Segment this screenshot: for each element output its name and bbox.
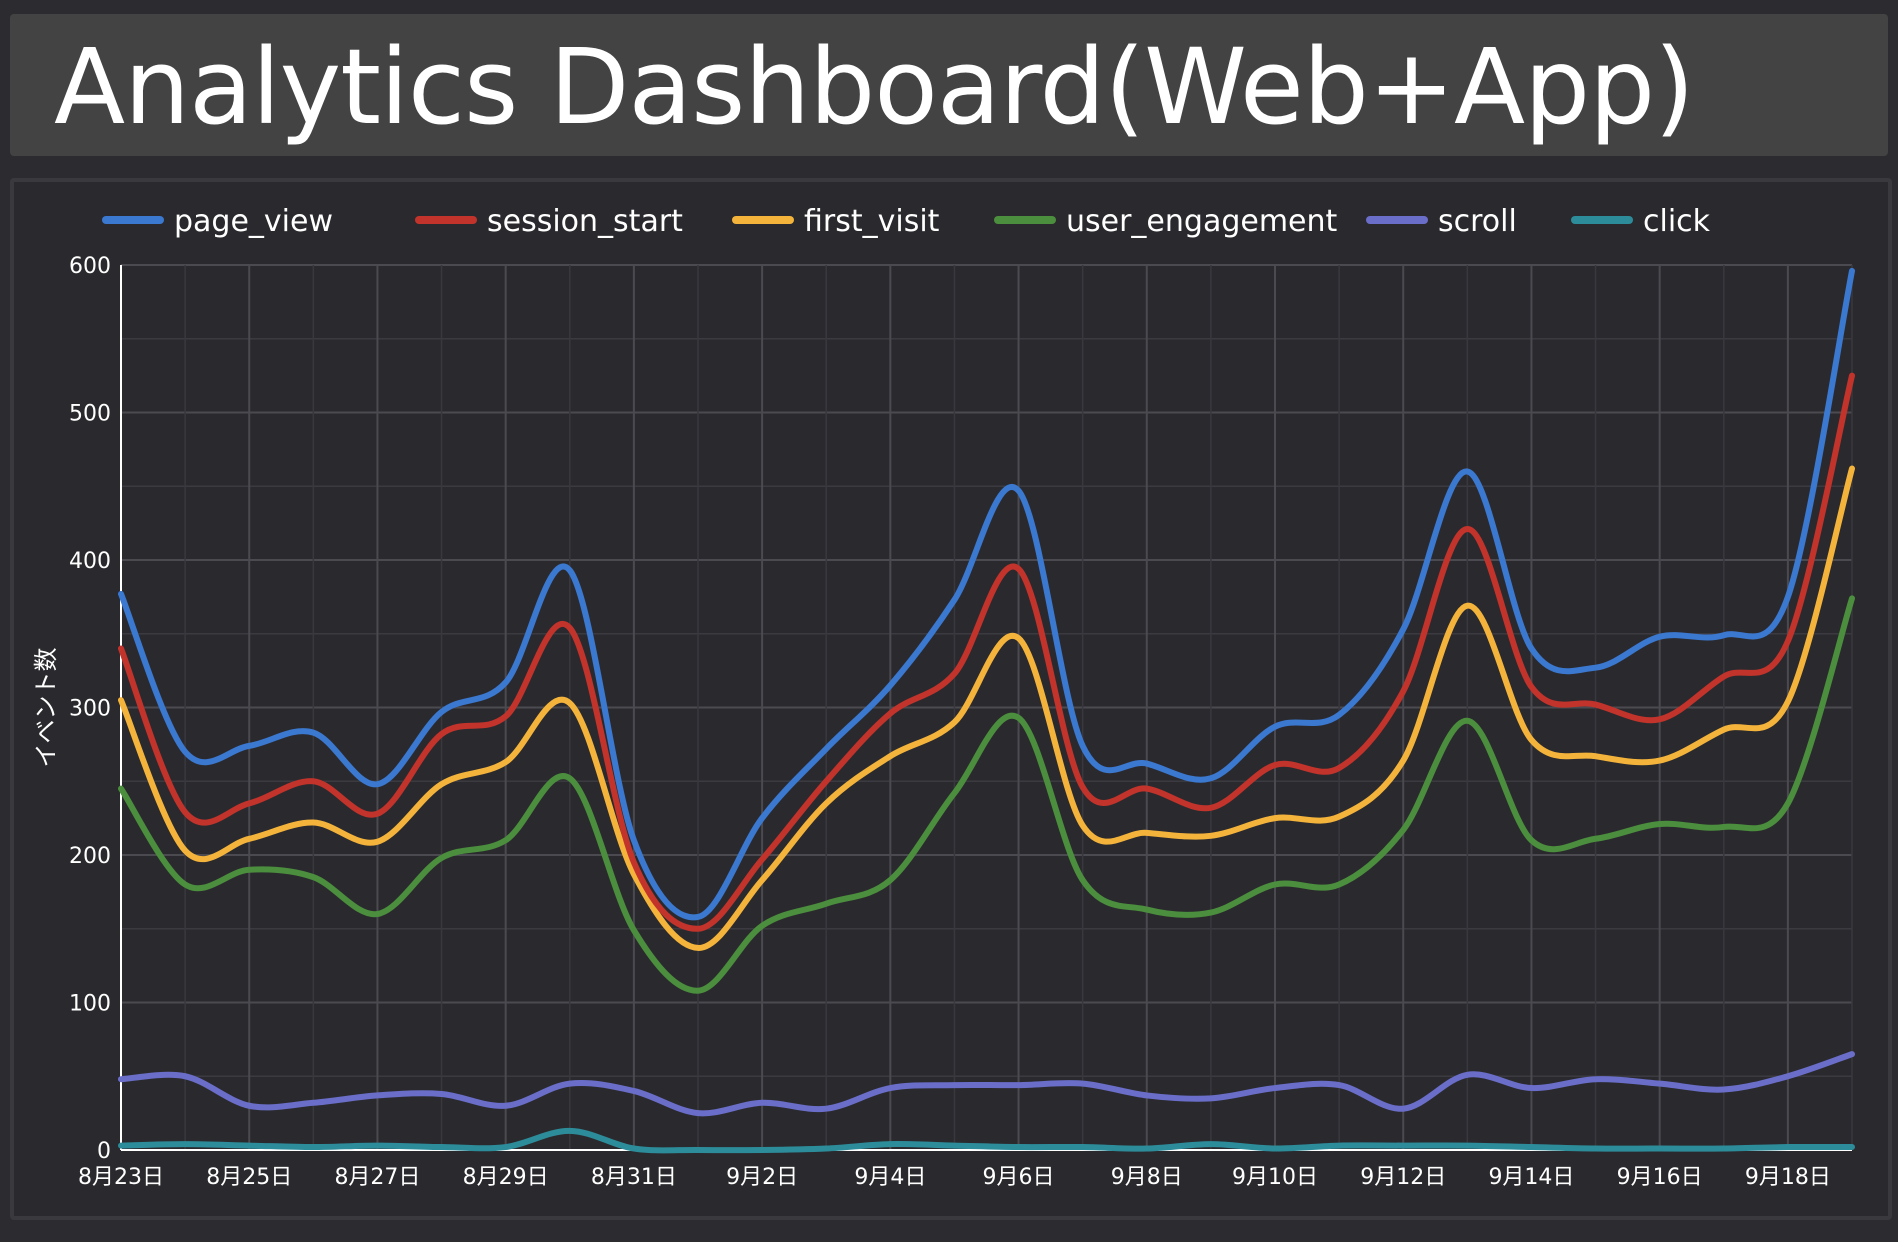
legend-item-session-start[interactable]: session_start <box>415 204 683 239</box>
legend-label: session_start <box>487 204 683 239</box>
legend-item-first-visit[interactable]: first_visit <box>732 204 940 239</box>
x-tick-label: 8月25日 <box>206 1165 292 1190</box>
series-line-session-start <box>118 372 1855 932</box>
x-tick-label: 9月10日 <box>1232 1165 1318 1190</box>
x-tick-label: 9月16日 <box>1617 1165 1703 1190</box>
y-tick-label: 200 <box>69 844 111 869</box>
y-tick-label: 400 <box>69 549 111 574</box>
x-tick-label: 9月2日 <box>726 1165 798 1190</box>
legend-item-user-engagement[interactable]: user_engagement <box>994 204 1338 239</box>
x-tick-label: 8月27日 <box>334 1165 420 1190</box>
y-tick-label: 600 <box>69 254 111 279</box>
series-line-first-visit <box>118 465 1855 951</box>
x-tick-label: 9月6日 <box>983 1165 1055 1190</box>
legend-label: first_visit <box>804 204 940 239</box>
legend-item-page-view[interactable]: page_view <box>102 204 333 239</box>
dashboard-header: Analytics Dashboard(Web+App) <box>10 14 1888 156</box>
chart-axes: 0 100 200 300 400 500 600 8月23日 8月25日 8月27日 8月29日 8… <box>32 254 1852 1190</box>
x-tick-label: 9月8日 <box>1111 1165 1183 1190</box>
series-line-click <box>118 1127 1855 1154</box>
chart-panel: 0 100 200 300 400 500 600 8月23日 8月25日 8月27日 8月29日 8… <box>10 178 1892 1220</box>
y-tick-label: 500 <box>69 402 111 427</box>
chart-series <box>118 267 1855 1154</box>
x-tick-label: 8月31日 <box>591 1165 677 1190</box>
series-line-user-engagement <box>118 595 1855 994</box>
legend-label: page_view <box>174 204 333 239</box>
x-tick-label: 9月4日 <box>854 1165 926 1190</box>
y-tick-label: 100 <box>69 992 111 1017</box>
legend-item-click[interactable]: click <box>1571 204 1711 239</box>
chart-legend[interactable]: page_view session_start first_visit user_en… <box>102 204 1711 239</box>
legend-label: click <box>1643 204 1711 239</box>
y-tick-label: 0 <box>97 1139 111 1164</box>
x-tick-label: 8月29日 <box>463 1165 549 1190</box>
legend-label: scroll <box>1438 204 1517 239</box>
y-tick-label: 300 <box>69 697 111 722</box>
page-title: Analytics Dashboard(Web+App) <box>54 26 1695 148</box>
legend-label: user_engagement <box>1066 204 1338 239</box>
series-line-scroll <box>118 1051 1855 1117</box>
line-chart: 0 100 200 300 400 500 600 8月23日 8月25日 8月27日 8月29日 8… <box>32 204 1855 1190</box>
y-axis-title: イベント数 <box>32 648 60 768</box>
x-tick-label: 8月23日 <box>78 1165 164 1190</box>
x-tick-label: 9月18日 <box>1745 1165 1831 1190</box>
x-tick-label: 9月14日 <box>1488 1165 1574 1190</box>
chart-grid <box>120 264 1853 1151</box>
legend-item-scroll[interactable]: scroll <box>1366 204 1517 239</box>
series-line-page-view <box>118 267 1855 921</box>
x-tick-label: 9月12日 <box>1360 1165 1446 1190</box>
